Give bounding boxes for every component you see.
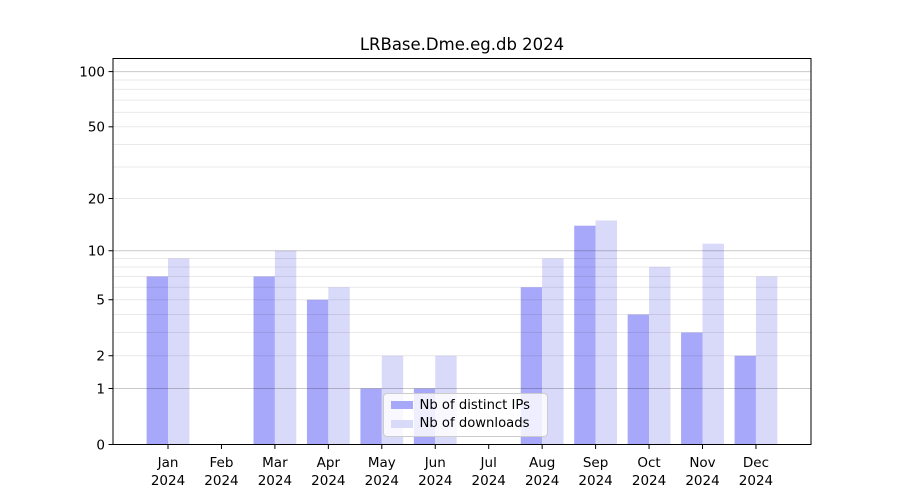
y-tick-label: 50 — [88, 120, 105, 136]
bar — [274, 250, 297, 445]
minor-gridlines — [113, 79, 811, 357]
legend-label-distinct-ips: Nb of distinct IPs — [419, 397, 531, 413]
x-tick-label: Sep 2024 — [578, 455, 612, 489]
bar — [574, 225, 596, 445]
bar — [702, 243, 724, 445]
legend: Nb of distinct IPs Nb of downloads — [382, 392, 548, 437]
bar — [649, 266, 671, 445]
bar — [328, 287, 350, 445]
y-axis: 0 1 2 5 10 20 50 100 — [79, 64, 113, 453]
y-tick-label: 5 — [96, 293, 105, 309]
x-tick-label: Apr 2024 — [311, 455, 345, 489]
bar — [627, 314, 650, 445]
bar — [542, 258, 564, 445]
plot-frame — [112, 58, 812, 445]
x-tick-label: May 2024 — [365, 455, 399, 489]
chart-title: LRBase.Dme.eg.db 2024 — [359, 35, 565, 54]
y-tick-label: 2 — [96, 349, 105, 365]
x-tick-label: Oct 2024 — [632, 455, 666, 489]
x-tick-label: Jul 2024 — [472, 455, 506, 489]
x-tick-label: Nov 2024 — [685, 455, 719, 489]
x-tick-label: Feb 2024 — [204, 455, 238, 489]
y-tick-label: 10 — [88, 244, 105, 260]
y-tick-label: 0 — [96, 437, 105, 453]
y-tick-label: 1 — [96, 381, 105, 397]
x-tick-label: Dec 2024 — [739, 455, 773, 489]
legend-swatch-distinct-ips — [390, 400, 413, 410]
x-tick-label: Aug 2024 — [525, 455, 559, 489]
bar — [306, 299, 329, 445]
x-tick-label: Mar 2024 — [258, 455, 292, 489]
x-tick-label: Jun 2024 — [418, 455, 452, 489]
legend-item-downloads: Nb of downloads — [390, 416, 541, 432]
x-axis: Jan 2024 Feb 2024 Mar 2024 Apr 2024 May 2024 Jun 20… — [151, 444, 773, 489]
bar — [168, 258, 190, 445]
y-tick-label: 100 — [79, 64, 105, 80]
bar — [146, 276, 168, 445]
legend-item-distinct-ips: Nb of distinct IPs — [390, 397, 541, 413]
bar — [681, 332, 703, 445]
legend-label-downloads: Nb of downloads — [419, 416, 530, 432]
bar — [253, 276, 275, 445]
bars-distinct-ips — [146, 225, 756, 445]
legend-swatch-downloads — [390, 419, 413, 429]
bar — [595, 220, 617, 445]
x-tick-label: Jan 2024 — [151, 455, 185, 489]
bar — [360, 388, 382, 445]
bar — [755, 276, 778, 445]
bar — [734, 355, 756, 445]
y-tick-label: 20 — [88, 191, 105, 207]
major-gridlines — [113, 71, 811, 389]
